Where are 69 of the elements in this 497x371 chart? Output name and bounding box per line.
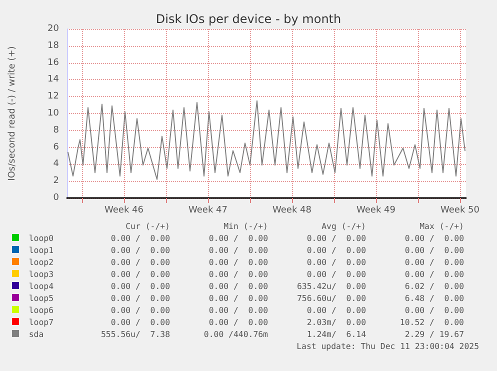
text: Last update: Thu Dec 11 23:00:04 2025 <box>296 341 479 351</box>
legend-label: loop6 <box>28 304 55 316</box>
y-tick-label: 8 <box>53 125 60 136</box>
text: 0.00 / 0.00 <box>110 232 170 244</box>
text: 0.00 / 0.00 <box>208 232 268 244</box>
text: 0.00 / 0.00 <box>110 316 170 328</box>
text: 0.00 / 0.00 <box>208 244 268 256</box>
legend-label: loop3 <box>28 268 55 280</box>
y-tick-label: 14 <box>48 74 60 85</box>
text: 10.52 / 0.00 <box>398 316 464 328</box>
text: 0.00 / 0.00 <box>110 280 170 292</box>
y-tick-label: 16 <box>48 58 60 68</box>
y-tick-label: 6 <box>53 142 60 152</box>
y-tick-label: 10 <box>48 108 60 118</box>
legend-label: loop4 <box>28 280 55 292</box>
text: 0.00 / 0.00 <box>404 256 464 268</box>
text: 0.00 / 0.00 <box>404 244 464 256</box>
text: 0.00 / 0.00 <box>110 304 170 316</box>
chart-title: Disk IOs per device - by month <box>156 12 342 26</box>
text: 0.00 / 0.00 <box>208 316 268 328</box>
text: 0.00 / 0.00 <box>110 292 170 304</box>
text: Cur (-/+) <box>124 220 170 232</box>
x-tick-label: Week 47 <box>188 206 228 216</box>
legend-label: loop5 <box>28 292 55 304</box>
text: 555.56u/ 7.38 <box>100 328 170 340</box>
text: 0.00 / 0.00 <box>306 244 366 256</box>
text: 0.00 / 0.00 <box>208 256 268 268</box>
text: 1.24m/ 6.14 <box>306 328 366 340</box>
text: 0.00 / 0.00 <box>404 304 464 316</box>
text: 6.02 / 0.00 <box>404 280 464 292</box>
text: 2.03m/ 0.00 <box>306 316 366 328</box>
text: 756.60u/ 0.00 <box>296 292 366 304</box>
y-tick-label: 2 <box>53 176 59 186</box>
text: 0.00 / 0.00 <box>306 256 366 268</box>
legend-label: loop0 <box>28 232 55 244</box>
text: 0.00 / 0.00 <box>306 268 366 280</box>
text: 6.48 / 0.00 <box>404 292 464 304</box>
text: 0.00 /440.76m <box>202 328 268 340</box>
text: Avg (-/+) <box>320 220 366 232</box>
legend-label: loop1 <box>28 244 55 256</box>
text: Max (-/+) <box>418 220 464 232</box>
line-series <box>68 100 466 180</box>
text: 0.00 / 0.00 <box>208 304 268 316</box>
x-tick-label: Week 49 <box>356 206 396 216</box>
text: 0.00 / 0.00 <box>404 268 464 280</box>
x-tick-label: Week 48 <box>272 206 312 216</box>
text: 2.29 / 19.67 <box>404 328 464 340</box>
text: 0.00 / 0.00 <box>306 304 366 316</box>
y-tick-label: 4 <box>53 159 60 170</box>
text: Min (-/+) <box>222 220 268 232</box>
text: 0.00 / 0.00 <box>110 268 170 280</box>
text: 0.00 / 0.00 <box>404 232 464 244</box>
x-tick-label: Week 50 <box>440 206 480 216</box>
legend-label: sda <box>28 328 45 340</box>
text: 635.42u/ 0.00 <box>296 280 366 292</box>
y-tick-label: 18 <box>48 40 60 51</box>
y-tick-label: 20 <box>48 24 60 34</box>
text: 0.00 / 0.00 <box>110 256 170 268</box>
x-tick-label: Week 46 <box>104 206 144 216</box>
text: 0.00 / 0.00 <box>208 292 268 304</box>
legend-label: loop7 <box>28 316 55 328</box>
text: 0.00 / 0.00 <box>110 244 170 256</box>
legend-label: loop2 <box>28 256 55 268</box>
text: 0.00 / 0.00 <box>306 232 366 244</box>
y-tick-label: 0 <box>53 193 60 203</box>
y-axis-title: IOs/second read (-) / write (+) <box>8 46 18 181</box>
text: 0.00 / 0.00 <box>208 268 268 280</box>
y-tick-label: 12 <box>48 92 59 102</box>
text: 0.00 / 0.00 <box>208 280 268 292</box>
